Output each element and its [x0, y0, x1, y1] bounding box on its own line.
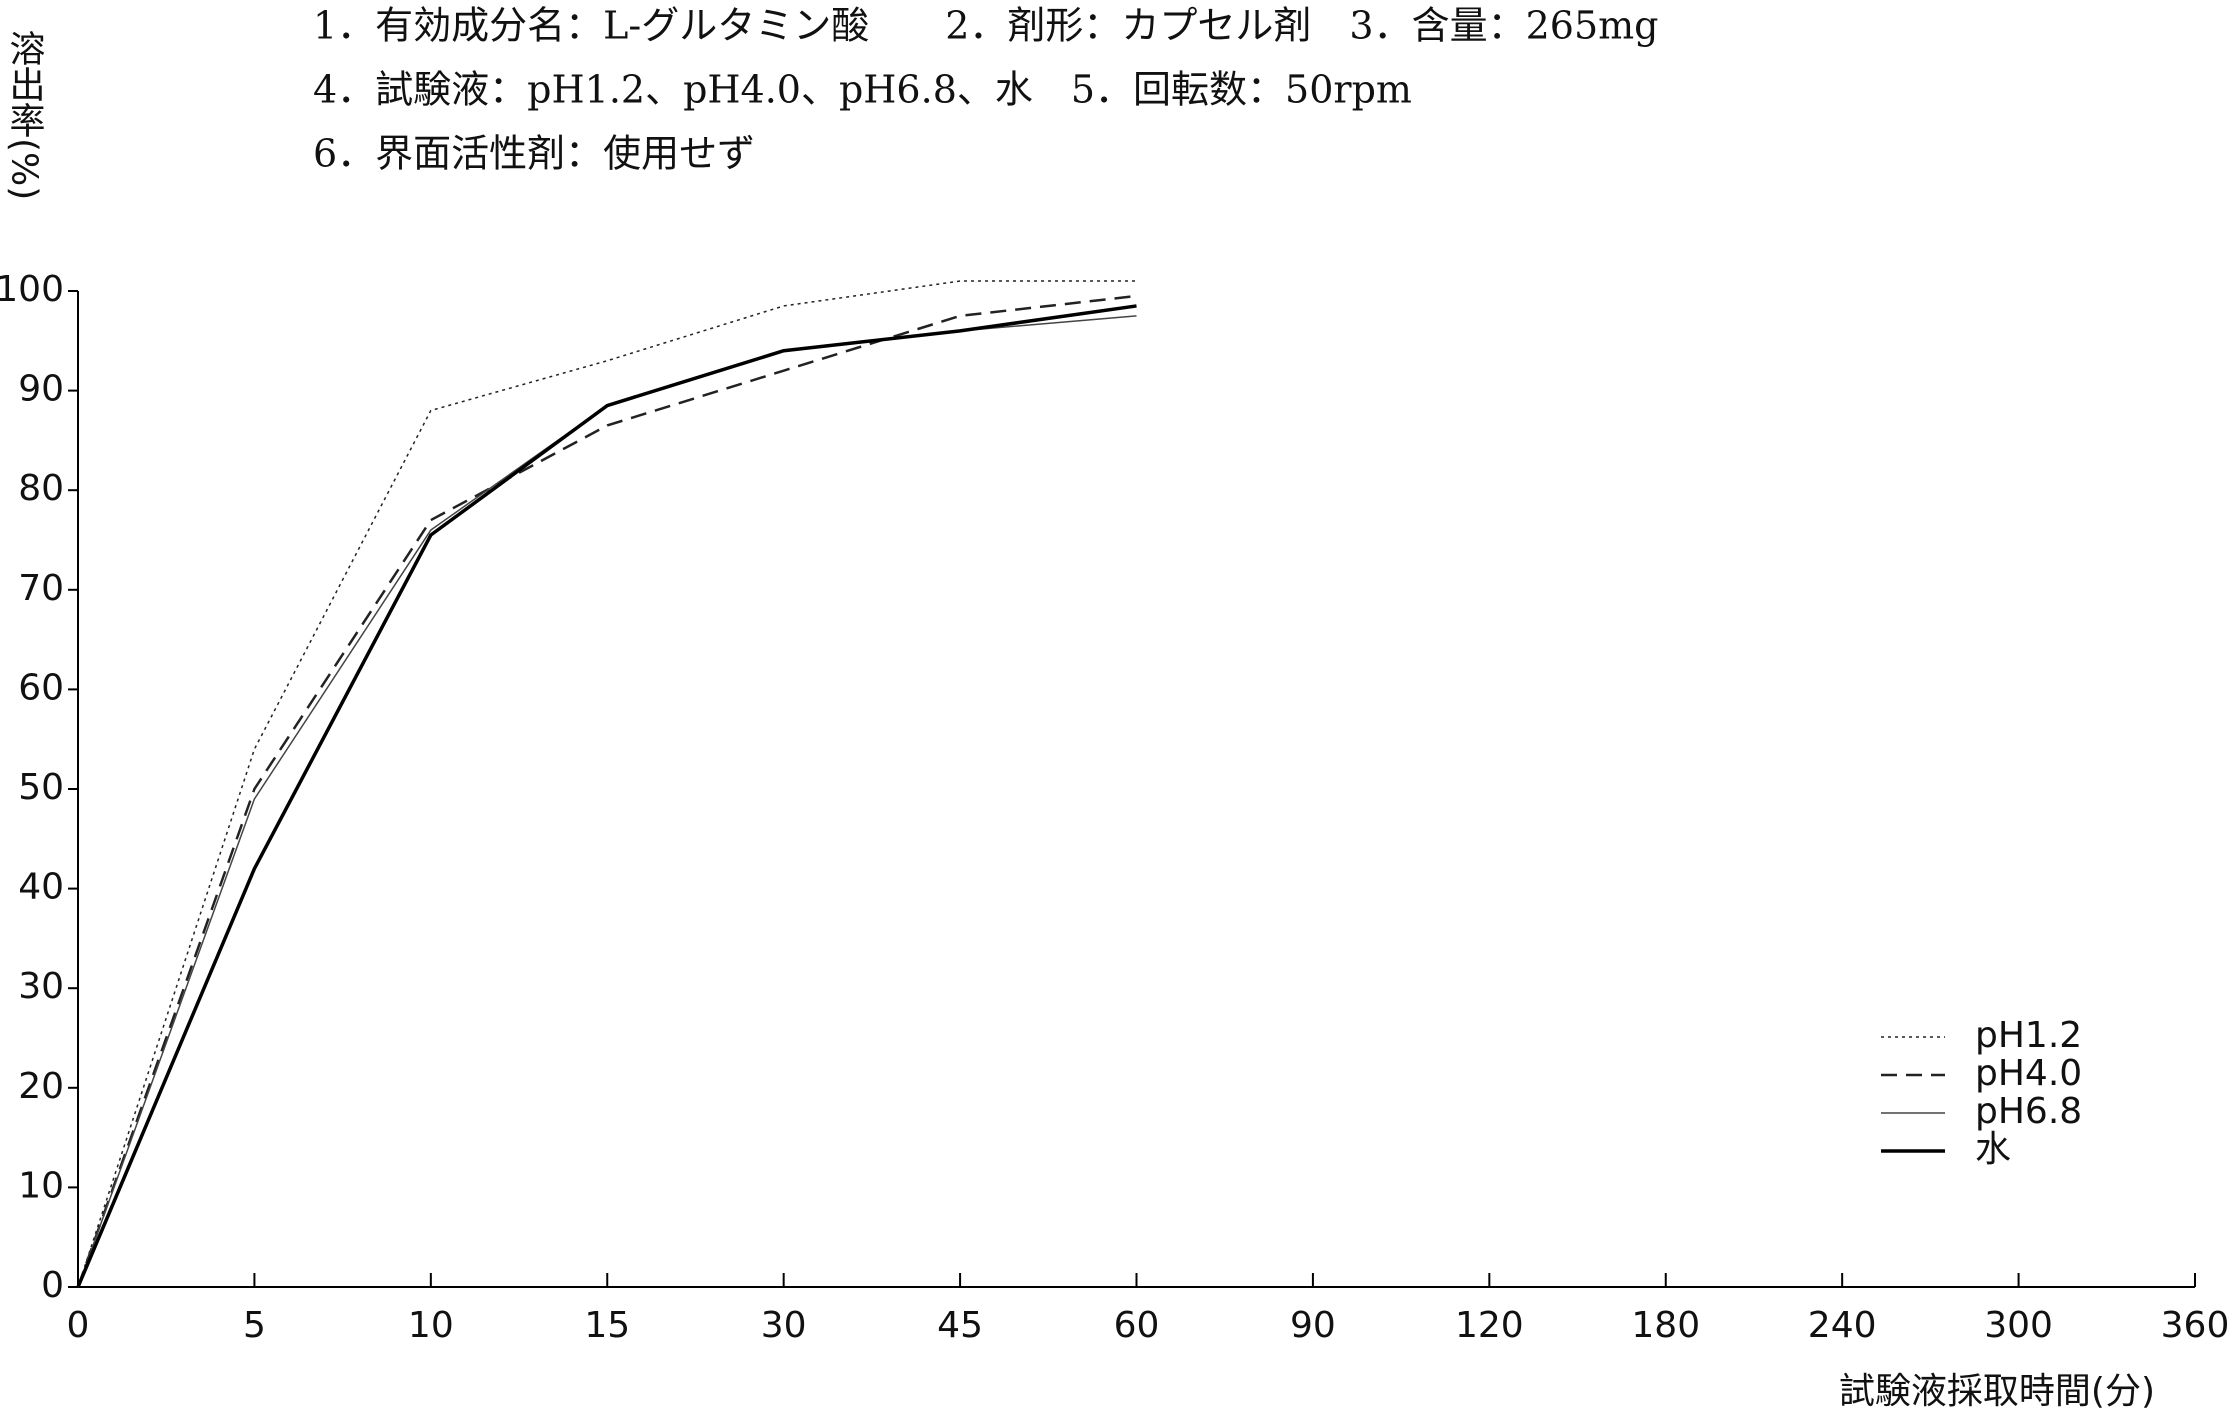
- y-tick-label: 30: [18, 966, 64, 1007]
- legend-label: pH4.0: [1975, 1053, 2082, 1094]
- series-line: [77, 280, 1137, 1288]
- annotation: 1．有効成分名：L-グルタミン酸 2．剤形：カプセル剤 3．含量：265mg: [313, 4, 1659, 48]
- y-tick-label: 90: [18, 369, 64, 410]
- y-tick-label: 0: [41, 1265, 64, 1306]
- y-tick-label: 10: [18, 1165, 64, 1206]
- x-tick-label: 360: [2161, 1305, 2230, 1346]
- legend-label: 水: [1975, 1129, 2011, 1170]
- series-line: [77, 315, 1137, 1288]
- y-tick-label: 40: [18, 867, 64, 908]
- x-tick-label: 45: [937, 1305, 983, 1346]
- y-axis-label: 溶出率(%): [4, 30, 45, 201]
- x-tick-label: 240: [1808, 1305, 1877, 1346]
- x-tick-label: 300: [1984, 1305, 2053, 1346]
- x-tick-label: 90: [1290, 1305, 1336, 1346]
- x-tick-label: 30: [761, 1305, 807, 1346]
- x-axis-label: 試験液採取時間(分): [1839, 1371, 2155, 1412]
- x-tick-label: 5: [243, 1305, 266, 1346]
- legend-label: pH1.2: [1975, 1015, 2082, 1056]
- x-tick-label: 180: [1631, 1305, 1700, 1346]
- annotation: 4．試験液：pH1.2、pH4.0、pH6.8、水 5．回転数：50rpm: [313, 68, 1412, 112]
- y-tick-label: 60: [18, 667, 64, 708]
- series-line: [76, 304, 1137, 1288]
- y-tick-label: 100: [0, 269, 64, 310]
- x-tick-label: 60: [1114, 1305, 1160, 1346]
- x-tick-label: 0: [67, 1305, 90, 1346]
- legend-label: pH6.8: [1975, 1091, 2082, 1132]
- y-tick-label: 20: [18, 1066, 64, 1107]
- x-tick-label: 15: [584, 1305, 630, 1346]
- y-tick-label: 80: [18, 468, 64, 509]
- series-line: [76, 294, 1137, 1288]
- y-tick-label: 70: [18, 568, 64, 609]
- x-tick-label: 10: [408, 1305, 454, 1346]
- annotation: 6．界面活性剤：使用せず: [313, 132, 755, 176]
- x-tick-label: 120: [1455, 1305, 1524, 1346]
- y-tick-label: 50: [18, 767, 64, 808]
